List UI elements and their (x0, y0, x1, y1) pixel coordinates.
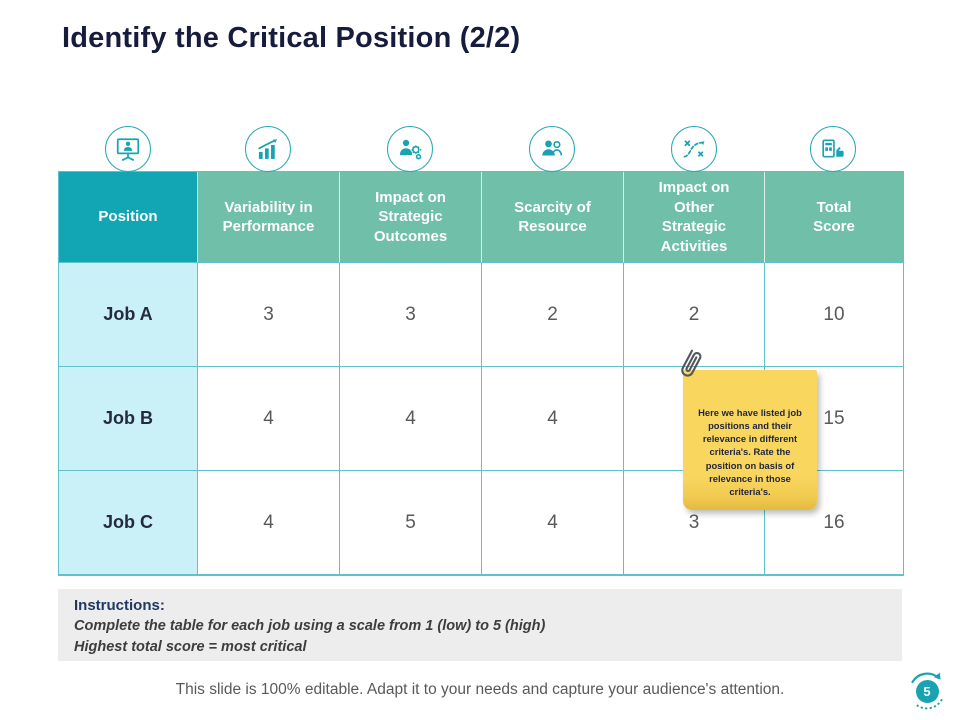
cell-job-a-scarcity: 2 (482, 263, 624, 367)
scorecard-hand-icon (810, 126, 856, 172)
page-number: 5 (915, 679, 939, 703)
cell-job-a-other-activities: 2 (624, 263, 765, 367)
icon-cell (764, 124, 902, 172)
column-header-other-activities: Impact on Other Strategic Activities (624, 172, 765, 263)
cell-job-c-variability: 4 (198, 471, 340, 575)
row-label-job-b: Job B (59, 367, 198, 471)
icon-cell (623, 124, 764, 172)
strategy-path-icon (670, 126, 717, 172)
column-header-variability: Variability in Performance (198, 172, 340, 263)
cell-job-a-strategic-outcomes: 3 (340, 263, 482, 367)
slide-title: Identify the Critical Position (2/2) (62, 22, 521, 54)
cell-job-b-scarcity: 4 (482, 367, 624, 471)
column-header-position: Position (59, 172, 198, 263)
instructions-line-2: Highest total score = most critical (74, 639, 307, 656)
instructions-heading: Instructions: (74, 597, 165, 614)
cell-job-b-strategic-outcomes: 4 (340, 367, 482, 471)
person-gears-icon (387, 126, 433, 172)
row-label-job-c: Job C (59, 471, 198, 575)
footer-note: This slide is 100% editable. Adapt it to… (175, 681, 785, 698)
column-header-total-score: Total Score (765, 172, 903, 263)
cell-job-c-strategic-outcomes: 5 (340, 471, 482, 575)
icon-cell (339, 124, 481, 172)
team-icon (529, 126, 575, 172)
row-label-job-a: Job A (59, 263, 198, 367)
instructions-line-1: Complete the table for each job using a … (74, 618, 546, 634)
sticky-note: Here we have listed job positions and th… (681, 349, 817, 510)
icon-cell (197, 124, 339, 172)
cell-job-b-variability: 4 (198, 367, 340, 471)
column-header-scarcity: Scarcity of Resource (482, 172, 624, 263)
icon-cell (58, 124, 197, 172)
icon-cell (481, 124, 623, 172)
refresh-arrow-icon (911, 672, 943, 710)
instructions-box: Instructions: Complete the table for eac… (58, 589, 902, 661)
page-number-badge: 5 (904, 668, 950, 714)
criteria-icon-row (58, 124, 902, 172)
cell-job-c-scarcity: 4 (482, 471, 624, 575)
growth-bars-icon (245, 126, 291, 172)
paperclip-icon (662, 341, 714, 398)
sticky-note-text: Here we have listed job positions and th… (698, 407, 802, 497)
presentation-screen-icon (104, 126, 151, 172)
cell-job-a-total: 10 (765, 263, 903, 367)
cell-job-a-variability: 3 (198, 263, 340, 367)
column-header-strategic-outcomes: Impact on Strategic Outcomes (340, 172, 482, 263)
